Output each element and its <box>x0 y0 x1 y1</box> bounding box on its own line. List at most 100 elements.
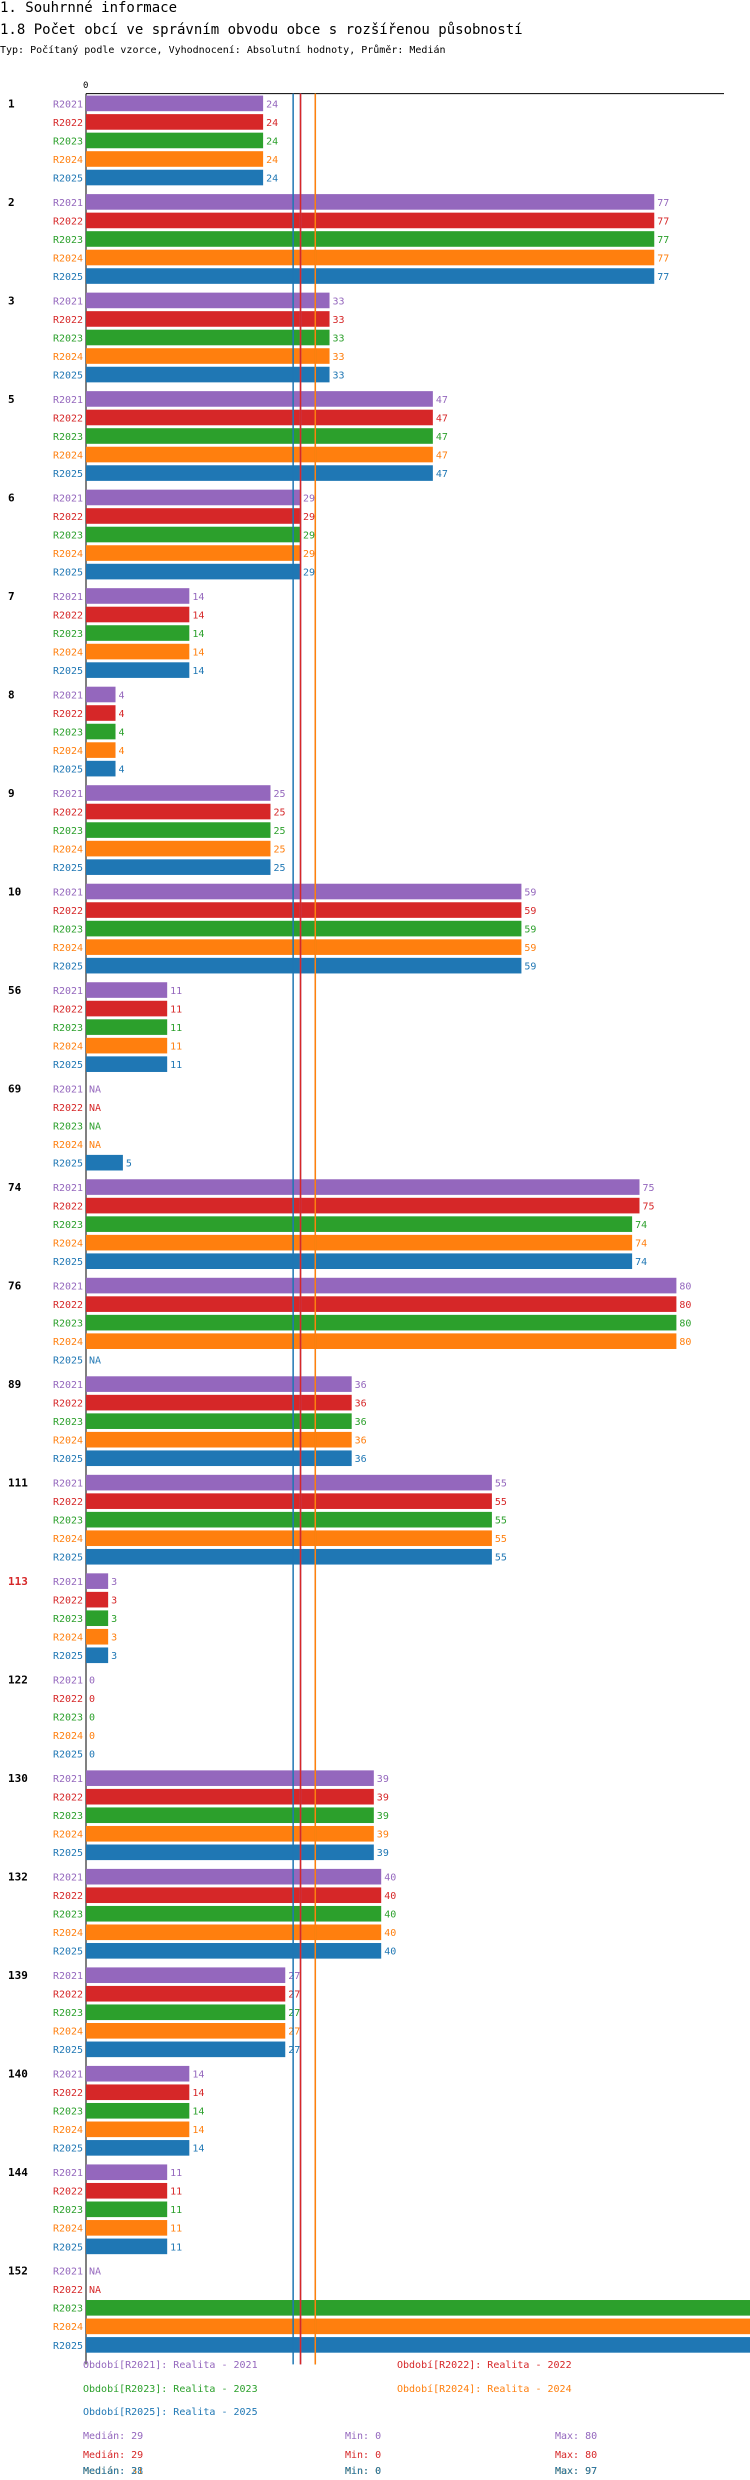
data-label: 24 <box>266 174 278 185</box>
data-label: 14 <box>192 2107 204 2118</box>
bar <box>86 1628 109 1645</box>
bar <box>86 446 433 463</box>
series-label: R2021 <box>53 2070 83 2081</box>
data-label: 74 <box>635 1220 647 1231</box>
data-label: 27 <box>288 2045 300 2056</box>
series-label: R2021 <box>53 1380 83 1391</box>
series-label: R2024 <box>53 1140 83 1151</box>
bar <box>86 760 116 777</box>
data-label: 74 <box>635 1239 647 1250</box>
bar <box>86 2337 750 2353</box>
series-label: R2023 <box>53 1910 83 1921</box>
stat-median: Medián: 31 <box>83 2466 144 2477</box>
data-label: 40 <box>384 1891 396 1902</box>
bar <box>86 2065 190 2082</box>
data-label: NA <box>89 2285 101 2296</box>
stat-median: Medián: 28 <box>83 2466 144 2477</box>
data-label: 29 <box>303 568 315 579</box>
bar <box>86 2102 190 2119</box>
stat-max: Max: 80 <box>555 2430 598 2442</box>
bar <box>86 1450 352 1467</box>
bar <box>86 1296 677 1312</box>
bar <box>86 2041 286 2058</box>
series-label: R2024 <box>53 2322 83 2333</box>
bar <box>86 2182 168 2199</box>
x-axis-zero-label: 0 <box>83 81 88 91</box>
category-label: 139 <box>8 1969 28 1982</box>
data-label: 27 <box>288 1971 300 1982</box>
bar <box>86 1788 374 1805</box>
data-label: NA <box>89 1085 101 1096</box>
series-label: R2024 <box>53 1042 83 1053</box>
series-label: R2022 <box>53 216 83 227</box>
bar <box>86 1376 352 1392</box>
series-label: R2023 <box>53 826 83 837</box>
series-label: R2024 <box>53 155 83 166</box>
data-label: 11 <box>170 1023 182 1034</box>
data-label: 0 <box>89 1750 95 1761</box>
bar <box>86 1985 286 2002</box>
data-label: 0 <box>89 1676 95 1687</box>
data-label: 40 <box>384 1910 396 1921</box>
category-label: 8 <box>8 689 15 702</box>
stat-min: Min: 0 <box>345 2450 382 2462</box>
bar <box>86 563 301 580</box>
series-label: R2024 <box>53 254 83 265</box>
bar <box>86 2201 168 2218</box>
series-label: R2022 <box>53 413 83 424</box>
data-label: 33 <box>333 296 345 307</box>
data-label: 3 <box>111 1633 117 1644</box>
bar <box>86 231 655 247</box>
series-label: R2021 <box>53 1085 83 1096</box>
data-label: 77 <box>657 254 669 265</box>
category-label: 1 <box>8 97 15 110</box>
bar <box>86 840 271 857</box>
bar <box>86 95 264 112</box>
bar <box>86 1056 168 1072</box>
data-label: 14 <box>192 2088 204 2099</box>
series-label: R2021 <box>53 986 83 997</box>
series-label: R2022 <box>53 1990 83 2001</box>
data-label: 3 <box>111 1577 117 1588</box>
legend-item: Období[R2025]: Realita - 2025 <box>83 2407 258 2419</box>
series-label: R2025 <box>53 568 83 579</box>
bar <box>86 1333 677 1349</box>
data-label: 80 <box>679 1300 691 1311</box>
bar <box>86 883 522 900</box>
data-label: 40 <box>384 1947 396 1958</box>
bar <box>86 982 168 998</box>
category-label: 3 <box>8 294 15 307</box>
bar <box>86 606 190 623</box>
bar <box>86 1825 374 1842</box>
data-label: 11 <box>170 2242 182 2253</box>
page-title: 1. Souhrnné informace <box>0 0 178 16</box>
series-label: R2023 <box>53 2205 83 2216</box>
category-label: 69 <box>8 1083 21 1096</box>
bar <box>86 1154 123 1171</box>
category-label: 6 <box>8 491 15 504</box>
data-label: 77 <box>657 272 669 283</box>
series-label: R2021 <box>53 99 83 110</box>
data-label: 3 <box>111 1614 117 1625</box>
bar <box>86 1394 352 1411</box>
series-label: R2023 <box>53 1023 83 1034</box>
series-label: R2023 <box>53 1516 83 1527</box>
data-label: 25 <box>274 863 286 874</box>
data-label: 4 <box>119 765 125 776</box>
series-label: R2024 <box>53 1337 83 1348</box>
series-label: R2025 <box>53 371 83 382</box>
series-label: R2024 <box>53 1534 83 1545</box>
series-label: R2024 <box>53 2027 83 2038</box>
category-label: 10 <box>8 886 21 899</box>
bar <box>86 545 301 561</box>
bar <box>86 2238 168 2255</box>
data-label: NA <box>89 1140 101 1151</box>
data-label: 0 <box>89 1713 95 1724</box>
data-label: 39 <box>377 1774 389 1785</box>
series-label: R2025 <box>53 174 83 185</box>
data-label: 11 <box>170 986 182 997</box>
data-label: 24 <box>266 136 278 147</box>
data-label: 74 <box>635 1257 647 1268</box>
data-label: 39 <box>377 1848 389 1859</box>
data-label: 47 <box>436 413 448 424</box>
